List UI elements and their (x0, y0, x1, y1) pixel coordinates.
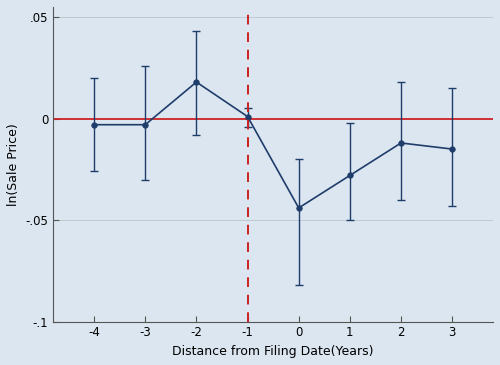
X-axis label: Distance from Filing Date(Years): Distance from Filing Date(Years) (172, 345, 374, 358)
Y-axis label: ln(Sale Price): ln(Sale Price) (7, 123, 20, 205)
